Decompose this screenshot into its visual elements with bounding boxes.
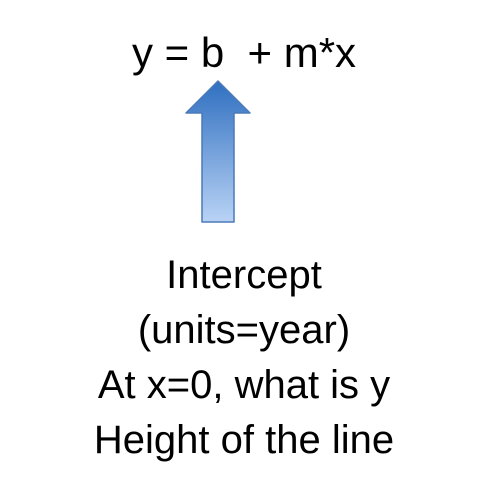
caption-line-question: At x=0, what is y bbox=[97, 363, 391, 407]
up-arrow-icon bbox=[185, 80, 251, 223]
caption-line-intercept: Intercept bbox=[166, 253, 322, 297]
caption-line-height: Height of the line bbox=[93, 418, 395, 462]
intercept-caption: Intercept (units=year) At x=0, what is y… bbox=[0, 248, 488, 468]
up-arrow-shape bbox=[185, 80, 251, 223]
equation-text: y = b + m*x bbox=[131, 29, 357, 76]
caption-line-units: (units=year) bbox=[137, 308, 351, 352]
